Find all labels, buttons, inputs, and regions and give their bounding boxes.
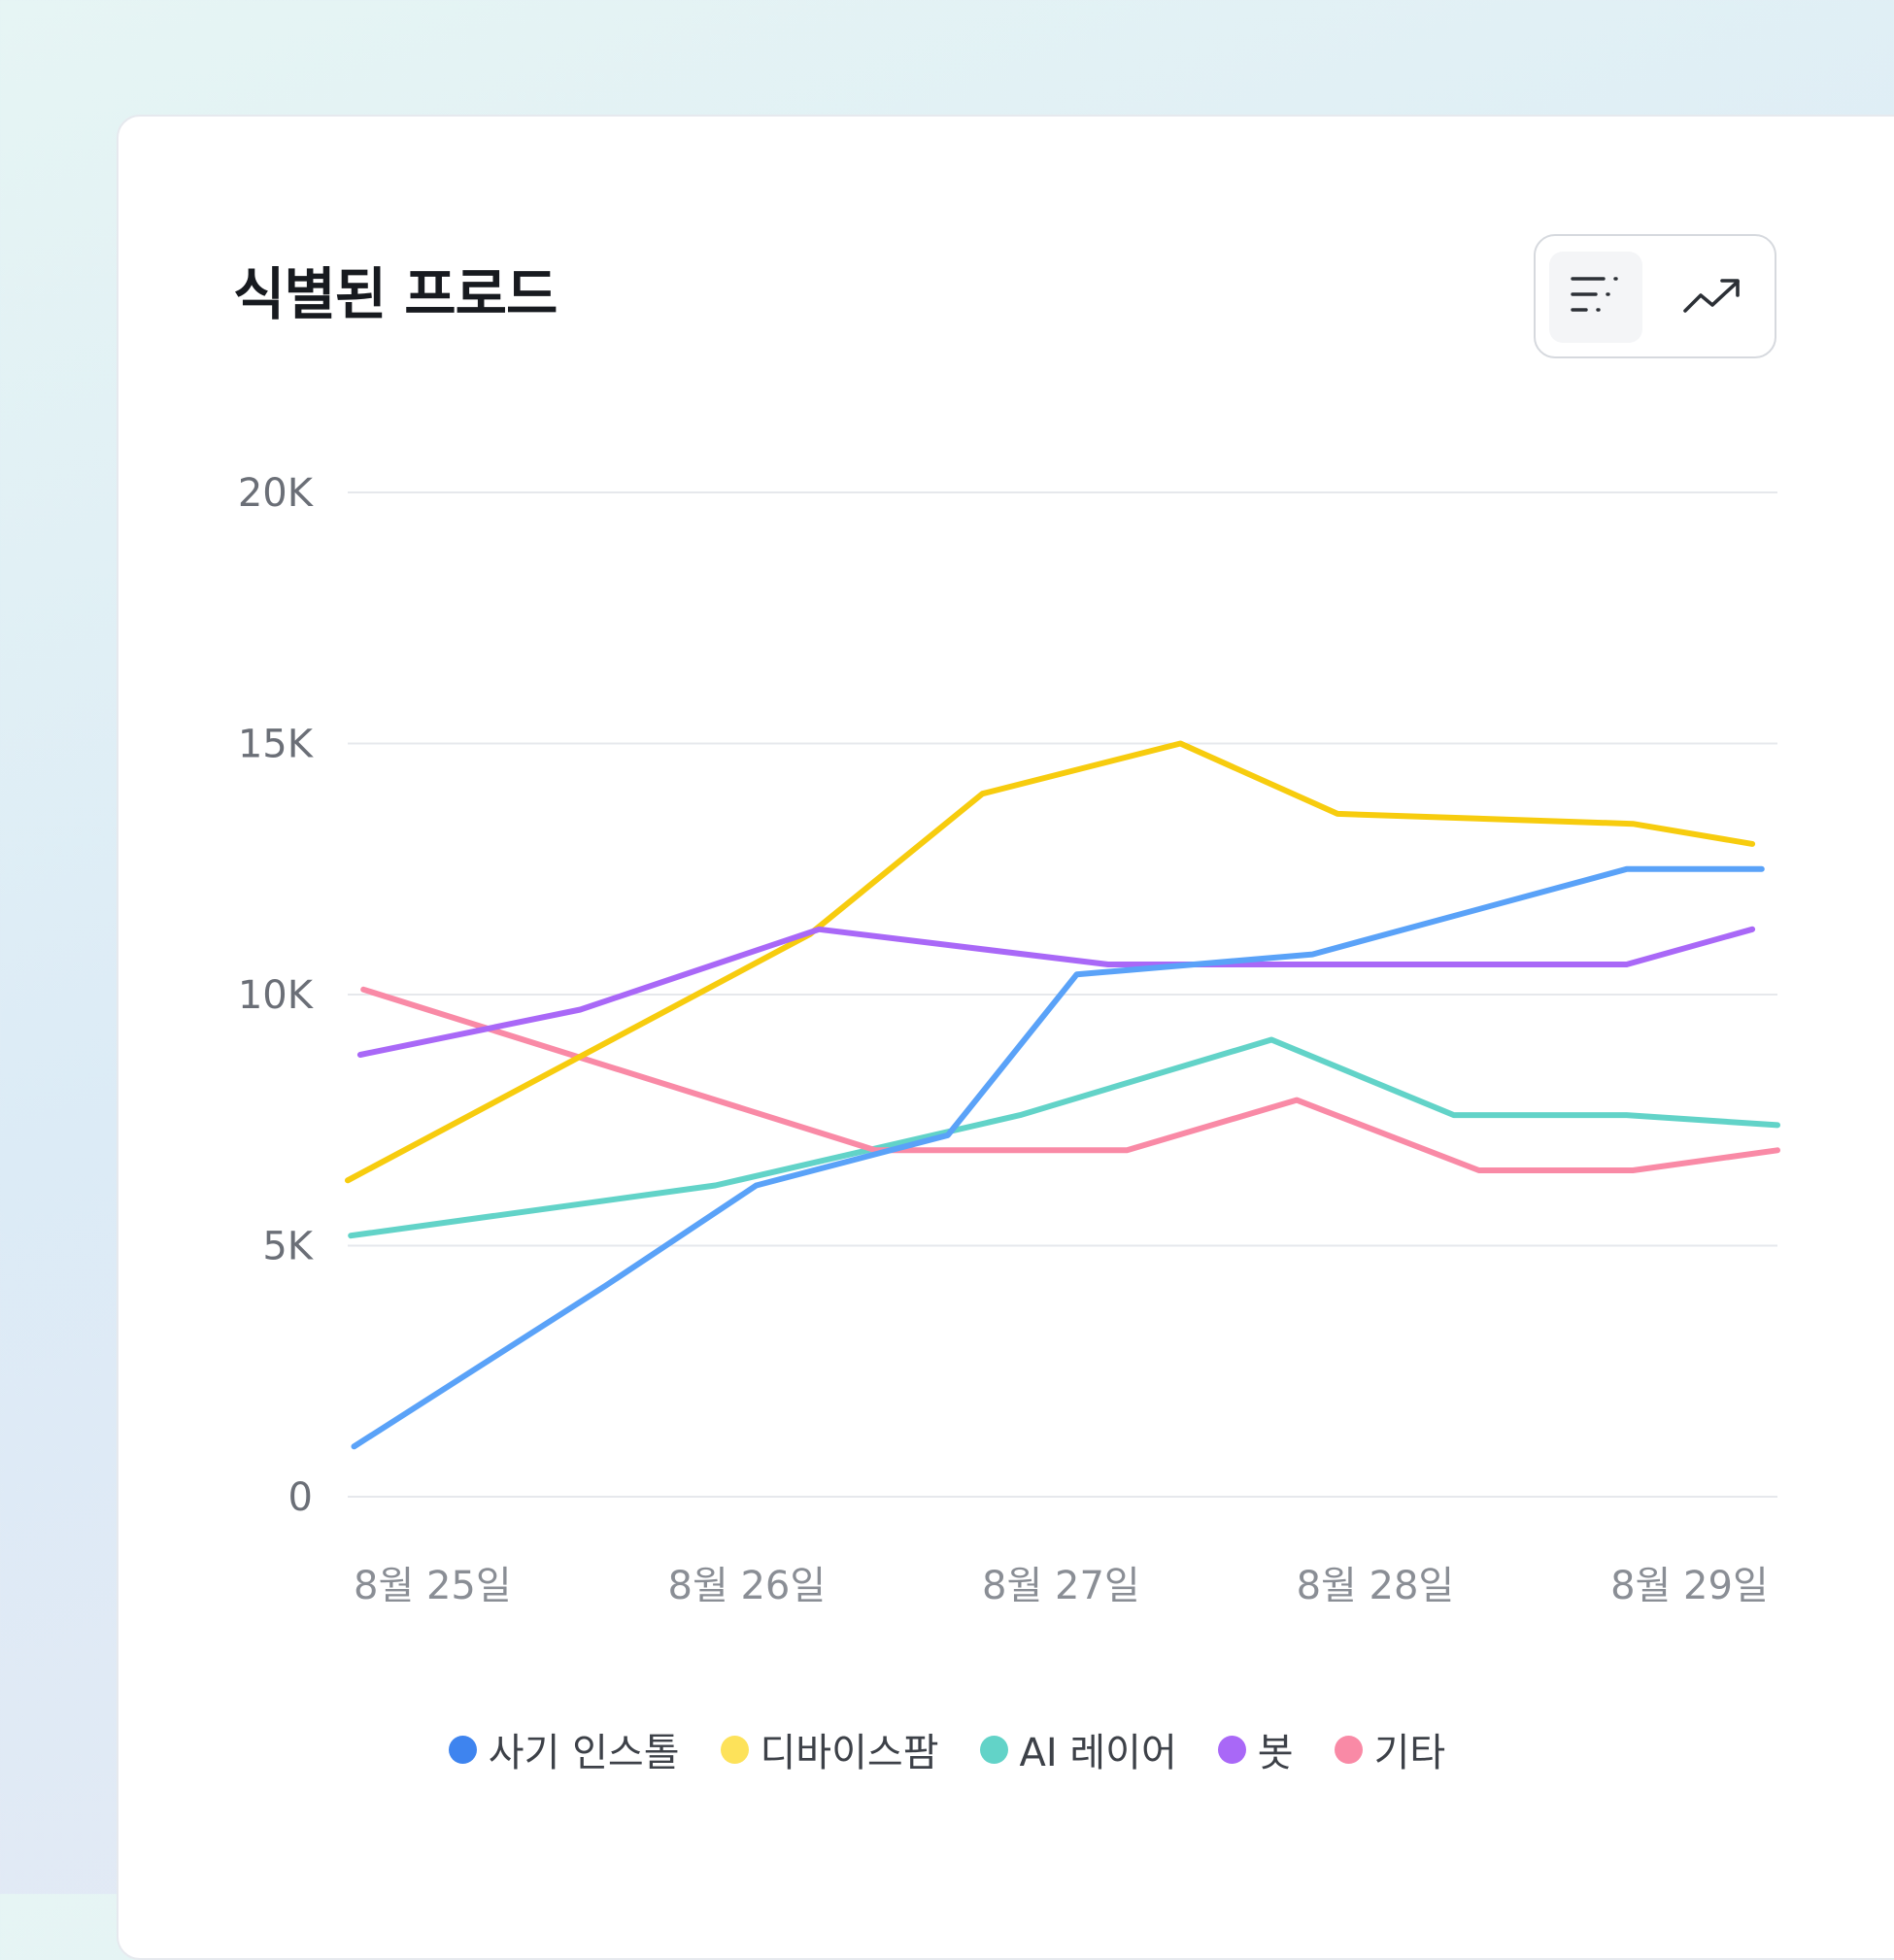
y-tick-label: 10K <box>238 973 315 1018</box>
x-tick-label: 8월 29일 <box>1610 1564 1769 1608</box>
x-tick-label: 8월 25일 <box>354 1564 512 1608</box>
chart-title: 식별된 프로드 <box>233 261 558 327</box>
x-tick-label: 8월 26일 <box>668 1564 827 1608</box>
series-line-bot <box>356 926 1756 1058</box>
legend-swatch <box>720 1735 749 1764</box>
series-line-fraud-install <box>351 865 1765 1450</box>
legend-label: 기타 <box>1373 1731 1446 1775</box>
legend-item[interactable]: 사기 인스톨 <box>448 1721 680 1777</box>
chart-card <box>117 115 1894 1960</box>
legend-swatch <box>979 1735 1008 1764</box>
chart-legend: 사기 인스톨 디바이스팜 AI 레이어 봇 기타 <box>0 1720 1894 1778</box>
legend-swatch <box>1217 1735 1246 1764</box>
trend-view-button[interactable] <box>1666 252 1759 343</box>
view-toggle <box>1534 234 1776 358</box>
legend-label: 디바이스팜 <box>760 1731 939 1775</box>
legend-swatch <box>1334 1735 1363 1764</box>
y-tick-label: 0 <box>288 1475 313 1520</box>
list-lines-icon <box>1569 273 1623 321</box>
series-line-other <box>360 986 1780 1173</box>
list-view-button[interactable] <box>1549 252 1642 343</box>
legend-label: 사기 인스톨 <box>488 1731 680 1775</box>
series-line-ai-layer <box>348 1036 1780 1239</box>
trending-up-icon <box>1681 274 1743 321</box>
legend-swatch <box>448 1735 477 1764</box>
y-tick-label: 15K <box>238 723 315 767</box>
y-tick-label: 20K <box>238 471 315 516</box>
legend-label: 봇 <box>1257 1731 1294 1775</box>
legend-item[interactable]: 기타 <box>1334 1721 1446 1777</box>
legend-item[interactable]: 디바이스팜 <box>720 1721 939 1777</box>
legend-item[interactable]: AI 레이어 <box>979 1721 1177 1777</box>
legend-item[interactable]: 봇 <box>1217 1721 1294 1777</box>
legend-label: AI 레이어 <box>1019 1731 1177 1775</box>
x-tick-label: 8월 27일 <box>982 1564 1140 1608</box>
line-chart: 20K 15K 10K 5K 0 8월 25일 8월 26일 8월 27일 8월 28일 8월 … <box>238 471 1780 1608</box>
x-tick-label: 8월 28일 <box>1297 1564 1455 1608</box>
y-tick-label: 5K <box>262 1225 314 1269</box>
